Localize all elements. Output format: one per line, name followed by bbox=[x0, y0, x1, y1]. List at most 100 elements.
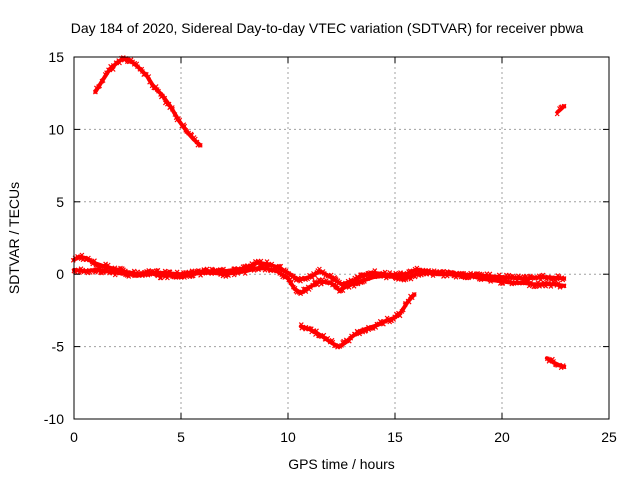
data-point bbox=[114, 267, 120, 273]
y-tick-label: -10 bbox=[44, 411, 64, 427]
data-point bbox=[384, 315, 390, 321]
data-point bbox=[79, 252, 85, 258]
data-point bbox=[487, 271, 493, 277]
data-point bbox=[350, 279, 356, 285]
data-point bbox=[155, 267, 161, 273]
y-tick-label: 0 bbox=[56, 266, 64, 282]
y-tick-label: 5 bbox=[56, 194, 64, 210]
data-point bbox=[387, 270, 393, 276]
data-point bbox=[318, 281, 324, 287]
data-point bbox=[221, 266, 226, 272]
data-point bbox=[405, 275, 411, 281]
data-point bbox=[112, 272, 118, 278]
data-point bbox=[309, 275, 315, 280]
data-point bbox=[174, 269, 180, 275]
data-point bbox=[328, 272, 334, 278]
data-point bbox=[352, 275, 358, 281]
data-point bbox=[373, 324, 379, 330]
data-point bbox=[197, 142, 203, 148]
data-point bbox=[97, 83, 103, 89]
data-point bbox=[412, 274, 418, 280]
data-point bbox=[433, 269, 439, 275]
data-point bbox=[146, 74, 152, 79]
data-point bbox=[182, 123, 188, 129]
data-point bbox=[192, 136, 198, 142]
data-point bbox=[195, 267, 201, 273]
data-point bbox=[166, 101, 172, 107]
data-point bbox=[397, 313, 403, 319]
data-point bbox=[115, 266, 121, 272]
data-point bbox=[106, 67, 111, 73]
data-point bbox=[312, 279, 318, 284]
data-point bbox=[408, 276, 414, 282]
data-point bbox=[355, 274, 361, 280]
data-point bbox=[314, 282, 320, 288]
data-point bbox=[380, 321, 386, 327]
data-point bbox=[527, 273, 533, 279]
data-point bbox=[488, 278, 494, 284]
data-point bbox=[523, 273, 529, 279]
data-point bbox=[103, 261, 109, 267]
data-point bbox=[546, 281, 552, 286]
data-point bbox=[355, 281, 361, 287]
data-point bbox=[346, 338, 352, 344]
data-point bbox=[325, 335, 331, 341]
data-point bbox=[162, 268, 168, 274]
data-point bbox=[145, 272, 151, 278]
data-point bbox=[561, 283, 567, 289]
data-point bbox=[100, 270, 106, 275]
data-point bbox=[415, 267, 421, 273]
data-point bbox=[153, 84, 159, 89]
series-line bbox=[298, 292, 417, 349]
data-point bbox=[401, 270, 407, 276]
data-point bbox=[314, 328, 319, 334]
data-point bbox=[287, 272, 293, 278]
data-point bbox=[164, 101, 170, 107]
data-series-2 bbox=[70, 252, 567, 290]
data-point bbox=[313, 332, 318, 337]
y-axis-label: SDTVAR / TECUs bbox=[6, 181, 22, 295]
data-point bbox=[404, 272, 410, 278]
x-tick-label: 5 bbox=[177, 429, 185, 445]
data-point bbox=[151, 85, 157, 91]
x-tick-label: 25 bbox=[601, 429, 617, 445]
data-point bbox=[278, 263, 284, 269]
data-point bbox=[332, 343, 337, 349]
axis-ticks: 0 5 10 15 20 25 -10 -5 0 5 10 15 bbox=[44, 49, 617, 445]
data-point bbox=[386, 273, 392, 279]
data-point bbox=[392, 314, 398, 320]
data-point bbox=[396, 310, 401, 316]
grid-lines bbox=[74, 57, 609, 419]
data-point bbox=[554, 111, 560, 117]
data-series-4 bbox=[554, 103, 567, 117]
data-series bbox=[70, 55, 567, 371]
data-point bbox=[307, 326, 313, 332]
data-point bbox=[391, 316, 397, 322]
data-point bbox=[533, 284, 539, 290]
data-point bbox=[199, 270, 205, 276]
x-tick-label: 10 bbox=[280, 429, 296, 445]
data-point bbox=[370, 326, 376, 331]
data-point bbox=[561, 276, 567, 281]
data-point bbox=[288, 280, 294, 286]
data-series-3 bbox=[298, 292, 417, 350]
data-point bbox=[556, 274, 562, 280]
data-point bbox=[411, 292, 417, 297]
data-point bbox=[322, 336, 328, 342]
data-point bbox=[276, 263, 282, 269]
y-tick-label: 15 bbox=[48, 49, 64, 65]
data-point bbox=[164, 275, 170, 281]
data-series-5 bbox=[544, 356, 567, 371]
data-point bbox=[449, 270, 455, 276]
data-point bbox=[382, 269, 388, 275]
data-point bbox=[337, 279, 342, 285]
data-point bbox=[319, 277, 325, 282]
data-point bbox=[161, 271, 167, 277]
data-point bbox=[406, 299, 412, 305]
data-point bbox=[172, 112, 178, 117]
data-point bbox=[372, 268, 378, 274]
data-point bbox=[479, 271, 485, 277]
data-point bbox=[100, 78, 106, 83]
data-point bbox=[561, 364, 567, 370]
